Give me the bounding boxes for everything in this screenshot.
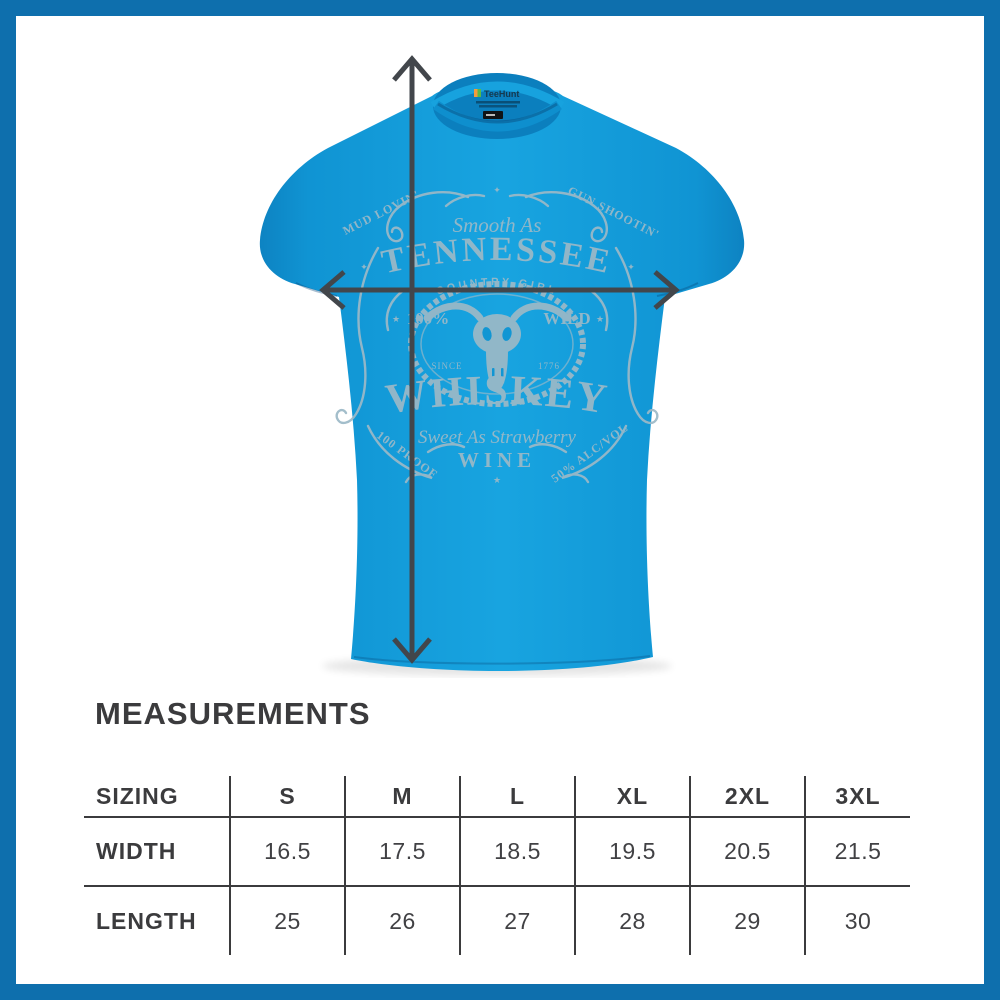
table-header-sizing: SIZING — [84, 776, 231, 818]
star-icon: ★ — [493, 475, 501, 485]
brand-label-text: TeeHunt — [484, 89, 519, 99]
table-header-xl: XL — [576, 776, 691, 818]
design-script-bottom: Sweet As Strawberry — [418, 427, 577, 448]
table-header-3xl: 3XL — [806, 776, 910, 818]
table-cell-length-3xl: 30 — [844, 907, 872, 934]
table-cell-width-m: 17.5 — [346, 818, 461, 887]
design-100-percent: 100% — [407, 309, 450, 328]
brand-label: TeeHunt — [474, 89, 520, 119]
table-header-s: S — [231, 776, 346, 818]
table-cell-width-s: 16.5 — [231, 818, 346, 887]
table-row-width-label: WIDTH — [84, 818, 231, 887]
table-cell-width-2xl: 20.5 — [691, 818, 806, 887]
label-fine-print-line — [479, 105, 517, 108]
table-cell-length-xl: 28 — [576, 887, 691, 955]
label-fine-print-line — [476, 101, 520, 104]
diamond-icon: ✦ — [360, 262, 368, 272]
tshirt: TeeHunt — [259, 73, 745, 671]
sizing-table: SIZING S M L XL 2XL 3XL WIDTH 16.5 17.5 … — [84, 776, 910, 955]
design-script-top: Smooth As — [453, 213, 542, 237]
table-cell-length-s: 25 — [231, 887, 346, 955]
table-cell-length-2xl: 29 — [691, 887, 806, 955]
measurements-heading: MEASUREMENTS — [95, 696, 371, 731]
star-icon: ★ — [392, 314, 400, 324]
teehunt-logo-icon — [474, 89, 478, 97]
diamond-icon: ✦ — [627, 262, 635, 272]
table-header-l: L — [461, 776, 576, 818]
table-header-2xl: 2XL — [691, 776, 806, 818]
bull-skull-icon — [423, 302, 571, 392]
design-wine: WINE — [458, 448, 536, 472]
measurement-arrows — [319, 55, 680, 664]
rope-circle — [408, 281, 586, 407]
table-header-m: M — [346, 776, 461, 818]
rope-circle-inner — [420, 293, 574, 395]
design-since: SINCE — [431, 361, 462, 371]
table-cell-length-m: 26 — [346, 887, 461, 955]
table-cell-width-l: 18.5 — [461, 818, 576, 887]
table-row-length-label: LENGTH — [84, 887, 231, 955]
table-cell-width-3xl: 21.5 — [806, 818, 910, 887]
width-arrow-icon — [319, 270, 680, 310]
table-cell-length-l: 27 — [461, 887, 576, 955]
size-tag-text-bar — [486, 114, 495, 116]
table-cell-width-xl: 19.5 — [576, 818, 691, 887]
design-wild: WILD — [543, 309, 590, 328]
tshirt-diagram: TeeHunt — [259, 55, 745, 676]
length-arrow-icon — [392, 55, 432, 664]
teehunt-logo-icon-2 — [477, 89, 481, 97]
star-icon: ★ — [596, 314, 604, 324]
design-year: 1776 — [538, 361, 560, 371]
diamond-icon: ✦ — [493, 185, 501, 195]
